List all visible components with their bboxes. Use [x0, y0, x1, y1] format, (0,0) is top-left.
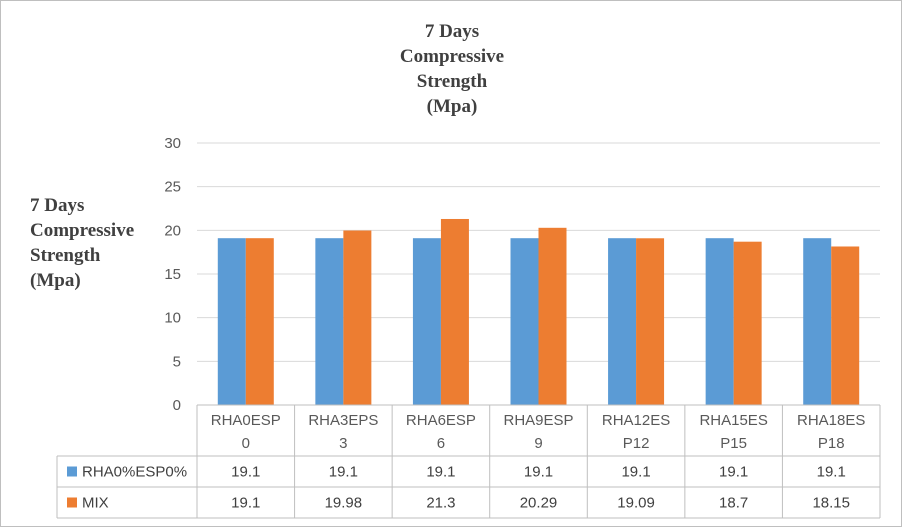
x-tick-label: RHA6ESP — [406, 412, 476, 429]
bar-baseline — [608, 238, 637, 405]
data-label: 19.1 — [231, 464, 260, 481]
data-label: 19.1 — [426, 464, 455, 481]
y-tick-label: 0 — [173, 397, 181, 414]
x-tick-label: RHA12ES — [602, 412, 670, 429]
data-label: 19.09 — [617, 495, 655, 512]
x-tick-label: 6 — [437, 435, 445, 452]
bar-mix — [245, 238, 274, 405]
y-tick-label: 25 — [164, 179, 181, 196]
y-tick-label: 20 — [164, 222, 181, 239]
bar-mix — [343, 230, 372, 405]
data-label: 19.1 — [329, 464, 358, 481]
y-axis-title-line: 7 Days — [30, 195, 85, 216]
chart-title-line: 7 Days — [424, 21, 480, 42]
legend-label: RHA0%ESP0% — [82, 464, 187, 481]
bar-mix — [733, 241, 762, 405]
y-axis-title-line: Compressive — [30, 220, 135, 241]
bar-mix — [636, 238, 665, 405]
y-axis-title: 7 Days Compressive Strength (Mpa) — [30, 193, 160, 293]
x-tick-label: RHA18ES — [797, 412, 865, 429]
chart-title-line: Compressive — [399, 46, 505, 67]
chart-title-line: Strength — [416, 71, 488, 92]
bar-mix — [440, 218, 469, 405]
x-tick-label: 9 — [534, 435, 542, 452]
legend-key — [67, 466, 77, 477]
data-label: 19.1 — [621, 464, 650, 481]
bar-baseline — [705, 238, 734, 405]
x-tick-label: RHA0ESP — [211, 412, 281, 429]
y-axis-title-line: (Mpa) — [30, 270, 81, 291]
y-tick-label: 10 — [164, 310, 181, 327]
x-tick-label: 3 — [339, 435, 347, 452]
x-tick-label: RHA3EPS — [308, 412, 378, 429]
bar-baseline — [315, 238, 344, 405]
bar-baseline — [217, 238, 246, 405]
data-label: 19.1 — [719, 464, 748, 481]
chart-title-line: (Mpa) — [426, 96, 478, 117]
data-label: 19.1 — [524, 464, 553, 481]
y-axis-title-line: Strength — [30, 245, 101, 266]
legend-key — [67, 497, 77, 508]
x-tick-label: P12 — [623, 435, 650, 452]
y-tick-label: 15 — [164, 266, 181, 283]
x-tick-label: P18 — [818, 435, 845, 452]
y-tick-label: 5 — [173, 353, 181, 370]
data-label: 19.1 — [817, 464, 846, 481]
x-tick-label: RHA9ESP — [503, 412, 573, 429]
data-label: 18.15 — [812, 495, 850, 512]
x-tick-label: RHA15ES — [699, 412, 767, 429]
bar-baseline — [412, 238, 441, 405]
chart-title: 7 Days Compressive Strength (Mpa) — [352, 19, 552, 119]
data-label: 19.98 — [325, 495, 363, 512]
data-label: 21.3 — [426, 495, 455, 512]
y-tick-label: 30 — [164, 135, 181, 152]
bar-baseline — [803, 238, 832, 405]
bar-mix — [831, 246, 860, 405]
bar-mix — [538, 227, 567, 405]
data-label: 18.7 — [719, 495, 748, 512]
x-tick-label: 0 — [242, 435, 250, 452]
bar-baseline — [510, 238, 539, 405]
data-label: 19.1 — [231, 495, 260, 512]
data-label: 20.29 — [520, 495, 558, 512]
legend-label: MIX — [82, 495, 109, 512]
x-tick-label: P15 — [720, 435, 747, 452]
